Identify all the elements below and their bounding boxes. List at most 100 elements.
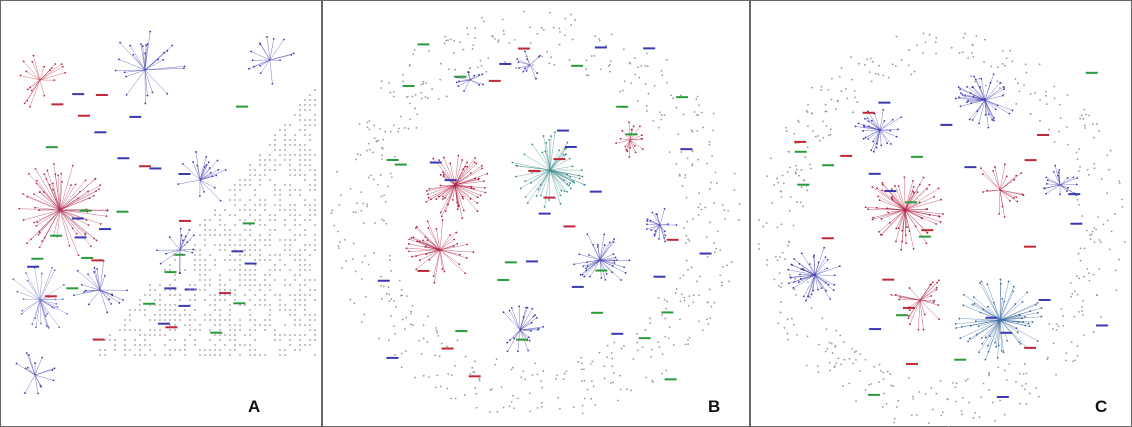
edge — [988, 319, 1001, 352]
node — [840, 67, 843, 69]
node — [89, 245, 92, 248]
node — [526, 306, 529, 309]
node — [958, 317, 961, 320]
node — [894, 240, 897, 243]
node — [771, 201, 774, 204]
node — [685, 234, 688, 237]
node — [249, 179, 251, 181]
node — [938, 318, 940, 321]
edge — [454, 184, 486, 193]
edge — [544, 169, 551, 207]
node — [707, 323, 710, 325]
node — [294, 334, 296, 336]
node — [645, 52, 648, 55]
edge — [459, 79, 471, 82]
node — [299, 324, 301, 326]
node — [1082, 314, 1084, 316]
node — [824, 256, 827, 259]
node — [19, 74, 22, 77]
node — [1001, 94, 1004, 97]
node — [908, 309, 911, 312]
node — [573, 263, 576, 266]
node — [269, 304, 271, 306]
node — [368, 148, 371, 151]
edge — [587, 259, 601, 267]
node — [1079, 259, 1082, 262]
node — [518, 305, 521, 308]
node-label — [386, 356, 399, 359]
edge — [519, 317, 537, 331]
node-label — [676, 96, 689, 99]
node — [380, 154, 383, 157]
node — [816, 365, 819, 367]
edge — [814, 274, 834, 291]
edge — [39, 70, 51, 81]
node — [234, 259, 236, 261]
node — [840, 363, 843, 366]
node — [422, 337, 425, 340]
node — [863, 117, 866, 120]
node — [55, 302, 58, 305]
edge — [99, 289, 112, 304]
node — [453, 52, 455, 55]
node — [599, 68, 602, 71]
edge — [654, 224, 661, 236]
node — [691, 130, 694, 133]
node — [362, 222, 365, 225]
node — [427, 196, 430, 199]
node — [259, 224, 261, 226]
node — [408, 250, 410, 253]
node — [254, 174, 256, 176]
node — [1017, 82, 1020, 85]
node — [180, 234, 183, 237]
node — [769, 157, 772, 160]
edge — [548, 169, 551, 201]
node — [478, 73, 480, 76]
node — [619, 137, 622, 140]
edge — [599, 241, 614, 261]
node-label — [95, 94, 108, 97]
node — [294, 324, 296, 326]
node — [570, 13, 572, 16]
node — [651, 379, 654, 382]
node — [619, 90, 621, 93]
edge — [434, 249, 441, 283]
node — [289, 239, 291, 241]
node — [609, 63, 611, 66]
node — [398, 279, 401, 282]
edge — [981, 319, 1001, 339]
node — [380, 195, 383, 198]
node — [463, 394, 466, 396]
node — [264, 169, 266, 171]
node — [279, 199, 281, 201]
node-label — [1038, 298, 1051, 301]
node — [453, 39, 456, 42]
node — [264, 204, 266, 206]
node — [502, 311, 505, 314]
node — [292, 52, 295, 55]
node — [188, 229, 191, 231]
node — [1057, 325, 1060, 328]
node — [658, 237, 660, 240]
node — [219, 314, 221, 316]
node — [204, 264, 206, 266]
node — [441, 268, 444, 271]
node — [1102, 223, 1105, 226]
node — [1038, 63, 1041, 66]
edge — [999, 301, 1005, 321]
node — [497, 40, 500, 43]
node — [274, 329, 276, 331]
node — [664, 240, 667, 243]
node-label — [822, 164, 835, 167]
node — [269, 289, 271, 291]
node — [1025, 403, 1028, 405]
edge — [982, 173, 1001, 191]
node — [239, 344, 241, 346]
node — [987, 126, 990, 129]
node — [826, 258, 829, 261]
node — [194, 259, 196, 261]
node — [43, 65, 46, 68]
node — [917, 328, 920, 331]
edge — [904, 209, 922, 219]
node — [289, 184, 291, 186]
